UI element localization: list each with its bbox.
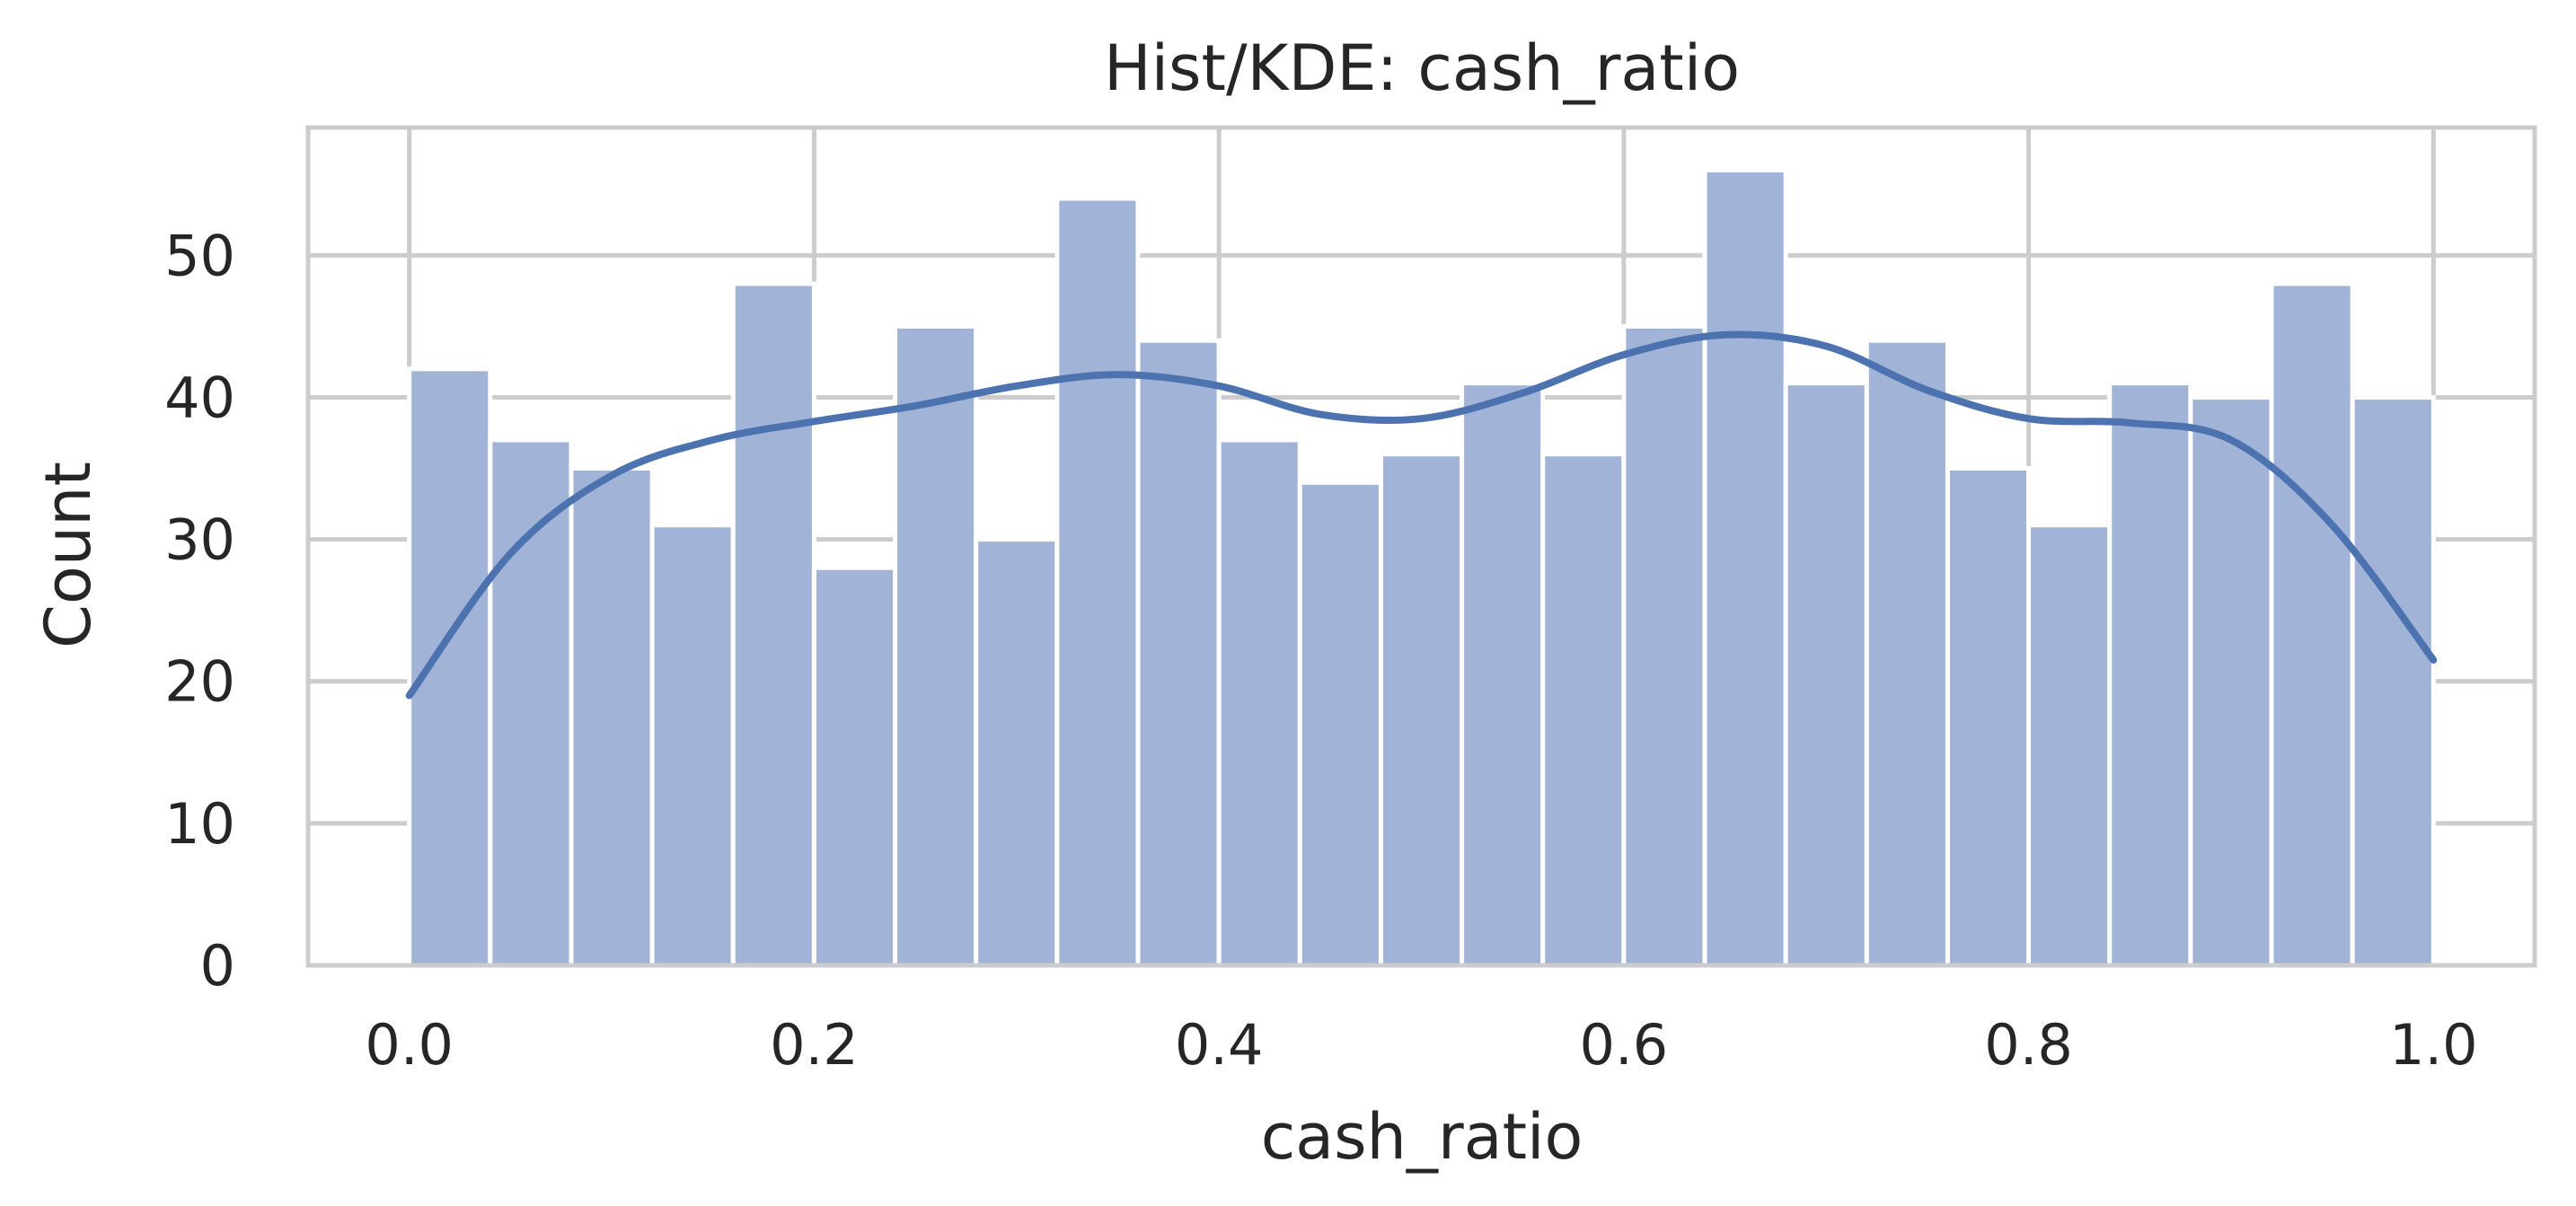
y-tick-labels: 0 10 20 30 40 50 [164, 223, 235, 999]
plot-frame [305, 125, 2537, 968]
histogram-bar-0 [407, 366, 493, 968]
histogram-bar-23 [2269, 281, 2355, 968]
histogram-bar-3 [649, 523, 736, 968]
y-tick-label-1: 10 [164, 791, 235, 857]
histogram-bar-12 [1378, 452, 1465, 968]
histogram-bar-16 [1702, 167, 1788, 968]
histogram-bar-11 [1297, 480, 1383, 968]
histogram-bar-19 [1945, 466, 2032, 968]
y-tick-label-2: 20 [164, 649, 235, 715]
histogram-bar-18 [1864, 338, 1950, 968]
histogram-bar-21 [2107, 381, 2193, 968]
histogram-bar-8 [1054, 196, 1141, 968]
histogram-bar-9 [1135, 338, 1222, 968]
histogram-bar-15 [1621, 323, 1707, 968]
histogram-bar-4 [730, 281, 816, 968]
y-tick-label-4: 40 [164, 365, 235, 430]
histogram-bar-2 [569, 466, 655, 968]
x-tick-label-2: 0.4 [1175, 1012, 1264, 1078]
y-axis-label: Count [31, 462, 105, 648]
histogram-bar-17 [1783, 381, 1869, 968]
histogram-bar-6 [893, 323, 979, 968]
histogram-bar-22 [2188, 394, 2274, 968]
chart-title: Hist/KDE: cash_ratio [1104, 31, 1740, 105]
kde-curve-group [405, 330, 2438, 700]
histogram-bar-13 [1460, 381, 1546, 968]
histogram-bar-5 [811, 565, 898, 968]
y-tick-label-0: 0 [200, 933, 235, 999]
kde-line [405, 330, 2438, 700]
x-tick-label-4: 0.8 [1984, 1012, 2073, 1078]
histogram-bar-14 [1540, 452, 1627, 968]
x-tick-label-5: 1.0 [2389, 1012, 2478, 1078]
histogram-bar-24 [2350, 394, 2436, 968]
histogram-bar-10 [1216, 437, 1302, 968]
x-tick-label-0: 0.0 [365, 1012, 454, 1078]
histogram-bar-1 [488, 437, 574, 968]
y-tick-label-3: 30 [164, 507, 235, 573]
x-axis-label: cash_ratio [1261, 1100, 1584, 1174]
x-tick-label-3: 0.6 [1580, 1012, 1669, 1078]
histogram-bar-20 [2026, 523, 2113, 968]
x-tick-label-1: 0.2 [770, 1012, 859, 1078]
histogram-bar-7 [974, 537, 1060, 968]
x-tick-labels: 0.0 0.2 0.4 0.6 0.8 1.0 [365, 1012, 2477, 1078]
y-tick-label-5: 50 [164, 223, 235, 288]
